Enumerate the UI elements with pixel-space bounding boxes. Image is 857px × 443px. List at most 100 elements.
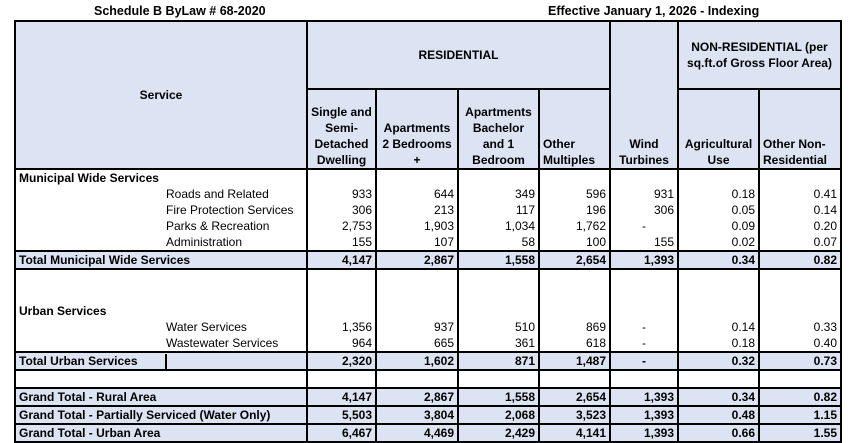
value-cell: 937: [375, 319, 459, 335]
table-row: Grand Total - Partially Serviced (Water …: [14, 405, 842, 425]
value-cell: 2,429: [457, 423, 540, 443]
effective-date-title: Effective January 1, 2026 - Indexing: [548, 4, 760, 18]
table-row: Parks & Recreation 2,753 1,903 1,034 1,762-0…: [14, 218, 842, 234]
value-cell: [306, 169, 377, 186]
value-cell: 306: [609, 202, 679, 218]
value-cell: 349: [457, 186, 540, 202]
service-label: Roads and Related: [14, 186, 308, 202]
value-cell: [609, 286, 679, 319]
value-cell: [609, 370, 679, 388]
value-cell: [375, 370, 459, 388]
value-cell: [758, 286, 842, 319]
value-cell: 2,068: [457, 405, 540, 425]
value-cell: [677, 370, 760, 388]
service-label: Parks & Recreation: [14, 218, 308, 234]
value-cell: 1,034: [457, 218, 540, 234]
value-cell: 964: [306, 335, 377, 352]
value-cell: [538, 269, 611, 286]
table-row: Wastewater Services 964 665 361 618-0.18 0.40: [14, 335, 842, 352]
value-cell: [609, 169, 679, 186]
value-cell: 0.34: [677, 387, 760, 407]
value-cell: 1,602: [375, 351, 459, 371]
value-cell: -: [609, 351, 679, 371]
value-cell: [457, 286, 540, 319]
value-cell: 213: [375, 202, 459, 218]
table-row: Administration 155 107 58 100 155 0.02 0.07: [14, 234, 842, 251]
table-row: [14, 269, 842, 286]
value-cell: 3,804: [375, 405, 459, 425]
value-cell: 0.33: [758, 319, 842, 335]
table-row: Total Municipal Wide Services 4,147 2,867 1…: [14, 250, 842, 270]
value-cell: 510: [457, 319, 540, 335]
header-other-non-res: Other Non-Residential: [758, 88, 842, 170]
value-cell: [609, 269, 679, 286]
value-cell: 0.82: [758, 387, 842, 407]
value-cell: 107: [375, 234, 459, 251]
value-cell: 933: [306, 186, 377, 202]
value-cell: 0.34: [677, 250, 760, 270]
service-label: Fire Protection Services: [14, 202, 308, 218]
value-cell: 117: [457, 202, 540, 218]
table-row: Grand Total - Urban Area 6,467 4,469 2,429 4…: [14, 423, 842, 443]
value-cell: 1,393: [609, 405, 679, 425]
service-label: Water Services: [14, 319, 308, 335]
value-cell: 0.09: [677, 218, 760, 234]
value-cell: 6,467: [306, 423, 377, 443]
value-cell: -: [609, 218, 679, 234]
value-cell: [375, 286, 459, 319]
value-cell: 306: [306, 202, 377, 218]
value-cell: [538, 169, 611, 186]
service-label: Grand Total - Urban Area: [14, 423, 308, 443]
value-cell: 869: [538, 319, 611, 335]
service-label: Municipal Wide Services: [14, 169, 308, 186]
development-charges-table: Service RESIDENTIAL Wind Turbines NON-RE…: [14, 20, 842, 443]
value-cell: 596: [538, 186, 611, 202]
value-cell: [375, 169, 459, 186]
header-wind-turbines: Wind Turbines: [609, 20, 679, 170]
table-row: [14, 370, 842, 388]
value-cell: 4,141: [538, 423, 611, 443]
table-row: Water Services 1,356 937 510 869-0.14 0.33: [14, 319, 842, 335]
service-label-text: Total Urban Services: [19, 353, 167, 369]
schedule-title: Schedule B ByLaw # 68-2020: [94, 4, 266, 18]
value-cell: 644: [375, 186, 459, 202]
value-cell: 4,469: [375, 423, 459, 443]
value-cell: 665: [375, 335, 459, 352]
value-cell: 4,147: [306, 250, 377, 270]
value-cell: 155: [306, 234, 377, 251]
value-cell: 1.55: [758, 423, 842, 443]
service-label: Grand Total - Rural Area: [14, 387, 308, 407]
value-cell: 0.40: [758, 335, 842, 352]
value-cell: 0.41: [758, 186, 842, 202]
value-cell: 4,147: [306, 387, 377, 407]
value-cell: 1,393: [609, 423, 679, 443]
value-cell: 0.18: [677, 186, 760, 202]
value-cell: 3,523: [538, 405, 611, 425]
value-cell: 58: [457, 234, 540, 251]
service-label: Grand Total - Partially Serviced (Water …: [14, 405, 308, 425]
value-cell: 0.66: [677, 423, 760, 443]
value-cell: [758, 169, 842, 186]
header-agricultural: Agricultural Use: [677, 88, 760, 170]
value-cell: 1,558: [457, 387, 540, 407]
header-non-residential: NON-RESIDENTIAL (per sq.ft.of Gross Floo…: [677, 20, 842, 90]
value-cell: 0.02: [677, 234, 760, 251]
value-cell: 1,393: [609, 387, 679, 407]
value-cell: [457, 169, 540, 186]
value-cell: 871: [457, 351, 540, 371]
service-label: Wastewater Services: [14, 335, 308, 352]
value-cell: 931: [609, 186, 679, 202]
value-cell: -: [609, 319, 679, 335]
table-row: Fire Protection Services 306 213 117 196 306 0…: [14, 202, 842, 218]
value-cell: [758, 370, 842, 388]
header-apt-2bed: Apartments 2 Bedrooms +: [375, 88, 459, 170]
value-cell: 2,320: [306, 351, 377, 371]
service-label: Total Urban Services: [14, 351, 308, 371]
header-single-semi: Single and Semi-Detached Dwelling: [306, 88, 377, 170]
table-row: Grand Total - Rural Area 4,147 2,867 1,558 2…: [14, 387, 842, 407]
value-cell: [538, 370, 611, 388]
service-label: [14, 370, 308, 388]
value-cell: 361: [457, 335, 540, 352]
table-row: Urban Services: [14, 286, 842, 319]
value-cell: [677, 286, 760, 319]
